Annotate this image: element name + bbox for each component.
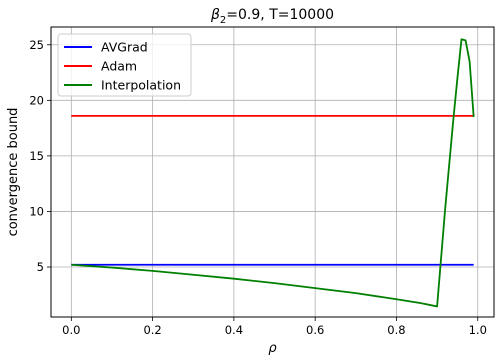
x-tick-label: 0.6 [306, 323, 324, 337]
title-rest: =0.9, T=10000 [226, 7, 334, 23]
y-tick-label: 5 [37, 260, 44, 274]
plot-area-frame [50, 26, 495, 318]
x-tick-label: 0.4 [225, 323, 243, 337]
y-tick-label: 20 [29, 93, 44, 107]
y-tick-label: 15 [29, 149, 44, 163]
x-axis-label: ρ [268, 341, 277, 356]
x-tick-label: 0.8 [387, 323, 405, 337]
x-tick-label: 0.2 [143, 323, 161, 337]
legend-label-adam: Adam [101, 59, 137, 74]
title-beta: β [210, 7, 220, 23]
series-line-interpolation [71, 38, 475, 308]
legend-box [57, 33, 192, 97]
legend: AVGrad Adam Interpolation [57, 33, 192, 97]
y-tick-label: 25 [29, 38, 44, 52]
legend-label-avgrad: AVGrad [101, 40, 148, 55]
y-axis-label: convergence bound [6, 108, 21, 237]
ticks-layer: 0.0 0.2 0.4 0.6 0.8 1.0 5 10 15 20 25 [29, 38, 487, 337]
x-tick-label: 0.0 [62, 323, 80, 337]
legend-label-interpolation: Interpolation [101, 78, 181, 93]
y-tick-label: 10 [29, 204, 44, 218]
x-tick-label: 1.0 [469, 323, 487, 337]
title-subscript: 2 [220, 15, 226, 26]
chart-title: β2=0.9, T=10000 [210, 7, 334, 26]
series-layer [71, 38, 475, 308]
